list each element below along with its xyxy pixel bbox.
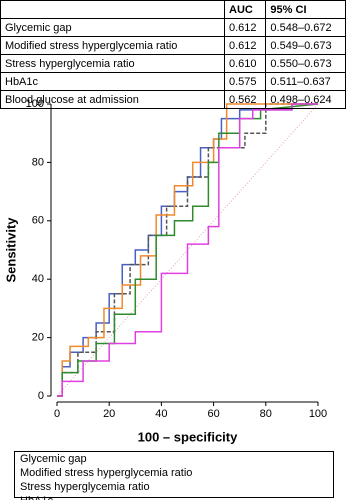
legend-label: Glycemic gap — [20, 453, 87, 465]
table-cell: 0.498–0.624 — [265, 90, 346, 109]
header-cell — [0, 0, 225, 19]
legend-label: Stress hyperglycemia ratio — [20, 481, 150, 493]
table-cell: Modified stress hyperglycemia ratio — [0, 36, 225, 55]
table-header: AUC 95% CI — [0, 0, 346, 19]
table-row: Modified stress hyperglycemia ratio 0.612… — [0, 36, 346, 55]
table-cell: Stress hyperglycemia ratio — [0, 54, 225, 73]
y-tick-label: 80 — [32, 156, 44, 168]
table-cell: 0.511–0.637 — [265, 72, 346, 91]
roc-line — [57, 103, 318, 397]
legend-entry: Modified stress hyperglycemia ratio — [15, 466, 333, 480]
x-tick-label: 40 — [155, 408, 167, 420]
roc-line — [57, 103, 318, 397]
table-cell: 0.575 — [223, 72, 267, 91]
x-tick-label: 100 — [309, 408, 327, 420]
table-cell: 0.562 — [223, 90, 267, 109]
table-cell: 0.612 — [223, 36, 267, 55]
header-cell: 95% CI — [265, 0, 346, 19]
x-tick-label: 20 — [103, 408, 115, 420]
header-cell: AUC — [223, 0, 267, 19]
x-axis-label: 100 – specificity — [138, 429, 238, 444]
legend: Glycemic gap Modified stress hyperglycemi… — [14, 451, 334, 500]
table-cell: 0.549–0.673 — [265, 36, 346, 55]
y-tick-label: 60 — [32, 215, 44, 227]
table-cell: 0.548–0.672 — [265, 18, 346, 37]
auc-table: AUC 95% CI Glycemic gap 0.612 0.548–0.672 M… — [0, 0, 346, 109]
legend-label: Modified stress hyperglycemia ratio — [20, 467, 193, 479]
table-cell: 0.612 — [223, 18, 267, 37]
legend-label: HbA1c — [20, 495, 53, 500]
x-tick-label: 60 — [207, 408, 219, 420]
legend-entry: Glycemic gap — [15, 452, 333, 466]
y-axis-label: Sensitivity — [3, 217, 18, 283]
roc-line — [57, 103, 319, 397]
table-row: HbA1c 0.575 0.511–0.637 — [0, 72, 346, 91]
roc-line — [57, 103, 318, 397]
table-cell: 0.550–0.673 — [265, 54, 346, 73]
table-cell: Glycemic gap — [0, 18, 225, 37]
table-row: Stress hyperglycemia ratio 0.610 0.550–0.6… — [0, 54, 346, 73]
y-tick-label: 40 — [32, 273, 44, 285]
legend-entry: HbA1c — [15, 494, 333, 500]
table-cell: Blood glucose at admission — [0, 90, 225, 109]
y-tick-label: 0 — [38, 390, 44, 402]
table-cell: HbA1c — [0, 72, 225, 91]
x-tick-label: 80 — [260, 408, 272, 420]
x-tick-label: 0 — [54, 408, 60, 420]
legend-entry: Stress hyperglycemia ratio — [15, 480, 333, 494]
y-tick-label: 20 — [32, 332, 44, 344]
table-row: Glycemic gap 0.612 0.548–0.672 — [0, 18, 346, 37]
table-row: Blood glucose at admission 0.562 0.498–0.6… — [0, 90, 346, 109]
table-cell: 0.610 — [223, 54, 267, 73]
